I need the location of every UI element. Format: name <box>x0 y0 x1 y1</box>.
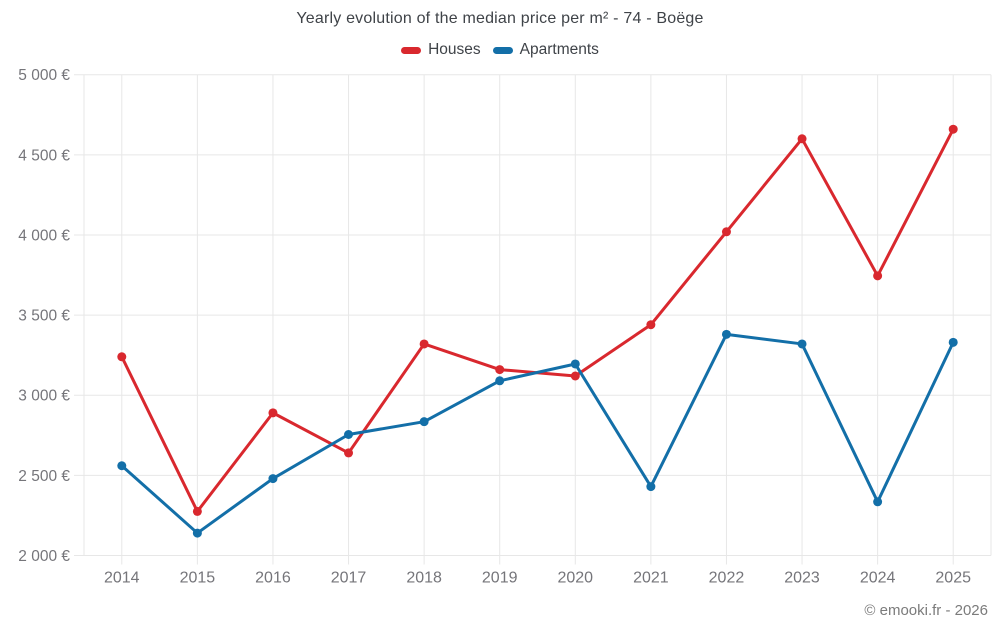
x-tick-label: 2020 <box>557 570 593 587</box>
point-houses-2022[interactable] <box>721 227 731 237</box>
x-tick-label: 2021 <box>633 570 669 587</box>
chart-title: Yearly evolution of the median price per… <box>296 10 704 27</box>
legend-label-apartments: Apartments <box>519 41 599 58</box>
y-tick-label: 5 000 € <box>18 67 70 84</box>
y-tick-label: 4 000 € <box>18 227 70 244</box>
point-apartments-2016[interactable] <box>268 474 278 484</box>
y-tick-label: 2 000 € <box>18 548 70 565</box>
point-apartments-2020[interactable] <box>570 359 580 369</box>
point-houses-2019[interactable] <box>495 365 505 375</box>
legend-item-apartments[interactable]: Apartments <box>492 41 599 59</box>
x-tick-label: 2016 <box>255 570 291 587</box>
point-apartments-2023[interactable] <box>797 339 807 349</box>
x-tick-label: 2024 <box>860 570 896 587</box>
point-apartments-2017[interactable] <box>344 429 354 439</box>
x-tick-label: 2015 <box>180 570 216 587</box>
y-tick-label: 2 500 € <box>18 468 70 485</box>
point-houses-2017[interactable] <box>344 448 354 458</box>
copyright-watermark: © emooki.fr - 2026 <box>864 602 988 619</box>
point-houses-2021[interactable] <box>646 320 656 330</box>
point-apartments-2019[interactable] <box>495 376 505 386</box>
series-line-houses <box>120 127 955 513</box>
point-houses-2015[interactable] <box>192 506 202 516</box>
point-apartments-2024[interactable] <box>873 497 883 507</box>
point-apartments-2015[interactable] <box>192 528 202 538</box>
x-tick-label: 2014 <box>104 570 140 587</box>
point-apartments-2021[interactable] <box>646 482 656 492</box>
point-houses-2014[interactable] <box>117 352 127 362</box>
x-tick-label: 2018 <box>406 570 442 587</box>
x-tick-label: 2025 <box>935 570 971 587</box>
apartments-series-swatch-icon <box>492 46 513 54</box>
x-tick-label: 2023 <box>784 570 820 587</box>
series-line-apartments <box>120 332 955 535</box>
x-tick-label: 2019 <box>482 570 518 587</box>
point-houses-2020[interactable] <box>570 371 580 381</box>
point-houses-2024[interactable] <box>873 271 883 281</box>
chart-legend: Houses Apartments <box>0 41 1000 59</box>
x-tick-label: 2022 <box>709 570 745 587</box>
point-apartments-2025[interactable] <box>948 337 958 347</box>
point-houses-2016[interactable] <box>268 408 278 418</box>
y-tick-label: 3 500 € <box>18 308 70 325</box>
y-tick-label: 3 000 € <box>18 388 70 405</box>
point-houses-2018[interactable] <box>419 339 429 349</box>
houses-series-swatch-icon <box>401 46 422 54</box>
point-apartments-2018[interactable] <box>419 417 429 427</box>
point-houses-2025[interactable] <box>948 124 958 134</box>
point-houses-2023[interactable] <box>797 134 807 144</box>
point-apartments-2022[interactable] <box>721 329 731 339</box>
point-apartments-2014[interactable] <box>117 461 127 471</box>
legend-label-houses: Houses <box>428 41 481 58</box>
legend-item-houses[interactable]: Houses <box>401 41 481 59</box>
y-tick-label: 4 500 € <box>18 147 70 164</box>
x-tick-label: 2017 <box>331 570 367 587</box>
